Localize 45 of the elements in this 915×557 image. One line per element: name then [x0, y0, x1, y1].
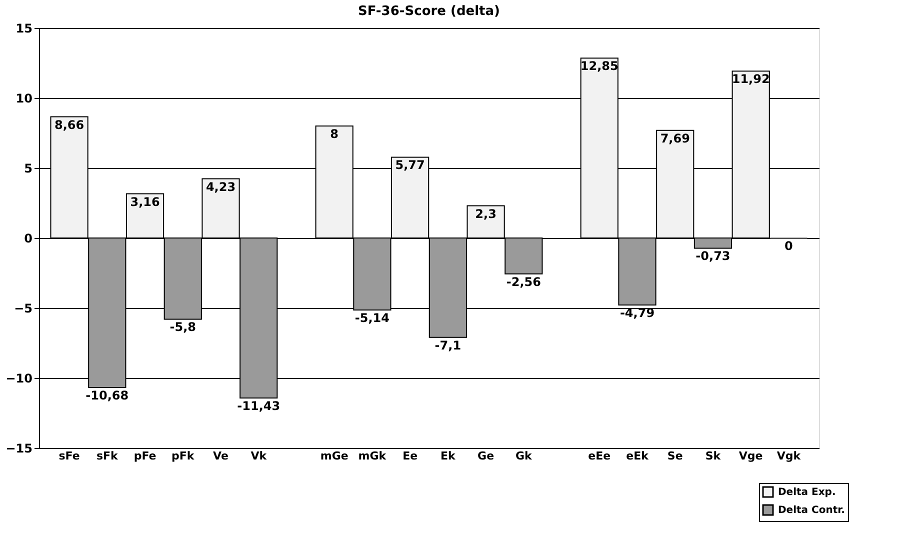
data-label: -5,14	[354, 310, 390, 325]
x-tick-label: Ve	[213, 450, 228, 462]
data-label: -7,1	[434, 338, 462, 352]
x-tick-label: Vk	[250, 450, 268, 462]
data-label: -5,8	[170, 320, 196, 334]
x-tick-label: mGk	[358, 450, 387, 462]
x-tick-label: eEk	[626, 450, 650, 462]
data-label: 11,92	[732, 72, 770, 86]
y-tick-label: 10	[16, 92, 32, 106]
x-tick-label: Ee	[402, 450, 418, 462]
y-tick-label: 5	[24, 162, 32, 176]
data-label: -11,43	[237, 399, 280, 414]
y-tick-label: −5	[14, 302, 32, 316]
data-label: 8,66	[54, 118, 84, 132]
data-label: 4,23	[206, 180, 236, 194]
data-label: -2,56	[506, 274, 541, 289]
y-tick-label: −15	[6, 442, 32, 456]
x-tick-label: Sk	[705, 450, 722, 462]
y-tick-label: 0	[24, 232, 32, 246]
data-label: -0,73	[696, 249, 730, 264]
legend-label: Delta Exp.	[778, 487, 836, 498]
x-tick-label: Se	[667, 450, 683, 462]
data-label: 3,16	[130, 194, 160, 209]
x-tick-label: Ek	[440, 450, 456, 462]
x-tick-label: sFe	[58, 450, 80, 462]
x-tick-label: mGe	[320, 450, 348, 462]
legend-label: Delta Contr.	[778, 505, 845, 516]
data-label: -10,68	[86, 388, 129, 403]
x-tick-label: pFe	[134, 450, 156, 462]
data-label: 12,85	[580, 59, 618, 74]
data-label: 7,69	[660, 131, 690, 146]
y-tick-label: 15	[16, 22, 32, 36]
x-tick-label: Gk	[515, 450, 533, 462]
x-tick-label: Ge	[478, 450, 494, 462]
data-label: 0	[784, 239, 793, 253]
x-tick-label: sFk	[96, 450, 119, 462]
x-tick-label: Vgk	[776, 450, 802, 462]
x-tick-label: pFk	[172, 450, 195, 462]
chart-title: SF-36-Score (delta)	[358, 4, 500, 19]
x-tick-label: eEe	[588, 450, 611, 462]
data-label: 8	[330, 127, 339, 141]
data-label: 2,3	[475, 206, 496, 221]
data-label: 5,77	[395, 158, 425, 172]
y-tick-label: −10	[6, 372, 32, 386]
x-tick-label: Vge	[738, 450, 763, 462]
